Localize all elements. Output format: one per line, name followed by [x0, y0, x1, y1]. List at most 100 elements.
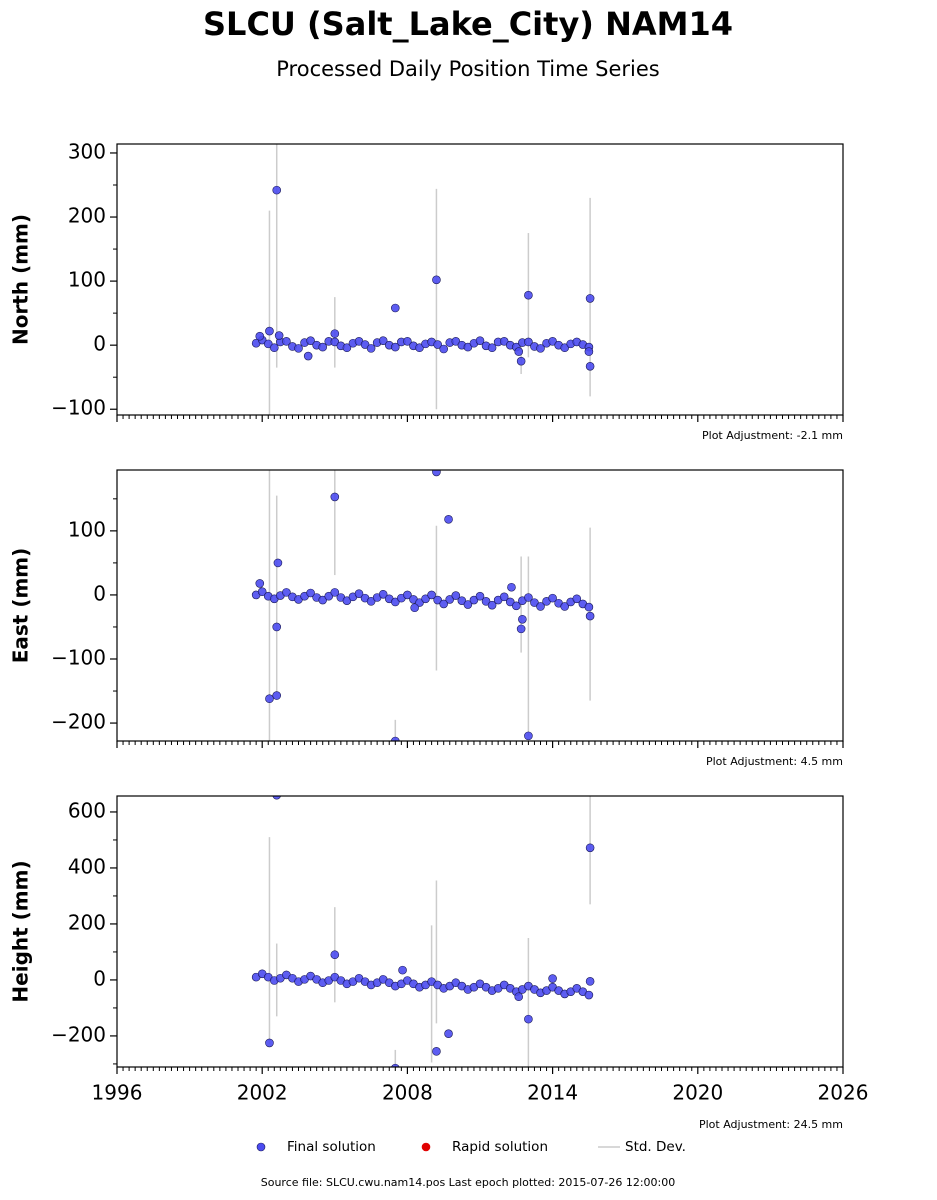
y-axis-label: North (mm): [9, 214, 33, 345]
point: [560, 602, 570, 611]
y-tick-label: 400: [68, 854, 106, 878]
point: [511, 601, 521, 611]
point: [272, 622, 282, 632]
point: [584, 347, 594, 356]
point: [463, 342, 473, 352]
y-tick-label: −100: [51, 396, 106, 420]
point: [433, 340, 442, 349]
y-axis-label: Height (mm): [9, 860, 33, 1002]
point: [439, 344, 449, 354]
point: [390, 597, 400, 607]
point: [514, 992, 524, 1002]
point: [255, 579, 265, 588]
y-tick-label: −100: [51, 645, 106, 669]
point: [432, 1047, 441, 1056]
point: [272, 185, 282, 195]
legend-marker: [421, 1142, 431, 1152]
point: [444, 515, 453, 524]
point: [391, 736, 400, 741]
point: [524, 593, 533, 602]
point: [560, 343, 570, 353]
point: [451, 337, 461, 346]
point: [306, 336, 315, 345]
point: [265, 1038, 274, 1048]
point: [378, 589, 388, 599]
point: [524, 1014, 533, 1024]
point: [516, 624, 526, 634]
point: [324, 591, 334, 601]
point: [536, 344, 545, 353]
point: [451, 591, 461, 600]
x-tick-label: 1996: [92, 1081, 143, 1105]
y-tick-label: −200: [51, 1022, 106, 1046]
point: [330, 337, 340, 347]
point: [366, 597, 376, 606]
point: [457, 596, 467, 605]
subtitle: Processed Daily Position Time Series: [276, 57, 660, 81]
point: [487, 343, 497, 353]
point: [318, 342, 328, 352]
legend-marker: [256, 1142, 266, 1152]
point: [415, 343, 424, 353]
point: [584, 990, 594, 1000]
x-tick-label: 2008: [382, 1081, 433, 1105]
plot: [251, 470, 595, 741]
panel: −200 −100 0 100 East (mm) Plot Adjustment: 4.…: [9, 469, 844, 768]
point: [272, 796, 281, 800]
point: [366, 344, 376, 353]
point: [445, 595, 455, 604]
panel: −200 0 200 400 600 1996 2002 2008 2014 2020 2026 He…: [9, 795, 869, 1131]
point: [572, 594, 582, 604]
plot: [251, 796, 595, 1067]
point: [548, 593, 557, 603]
y-tick-label: 200: [68, 910, 106, 934]
panel: −100 0 100 200 300 North (mm) Plot Adjustment:…: [9, 139, 844, 442]
y-tick-label: 600: [68, 798, 106, 822]
point: [282, 337, 291, 346]
point: [273, 558, 283, 568]
point: [263, 339, 273, 349]
point: [257, 587, 267, 597]
point: [306, 588, 315, 598]
y-tick-label: 0: [93, 966, 106, 990]
legend-label: Final solution: [287, 1139, 376, 1155]
point: [463, 600, 473, 609]
x-tick-label: 2020: [672, 1081, 723, 1105]
point: [294, 344, 303, 353]
point: [481, 597, 491, 606]
point: [265, 694, 274, 704]
point: [378, 336, 388, 345]
y-tick-label: −200: [51, 710, 106, 734]
point: [427, 590, 436, 600]
point: [499, 592, 509, 602]
point: [342, 343, 352, 353]
y-tick-label: 0: [93, 581, 106, 605]
title: SLCU (Salt_Lake_City) NAM14: [203, 5, 733, 43]
plot-area: [117, 470, 843, 741]
point: [475, 591, 485, 601]
point: [439, 599, 449, 609]
point: [255, 331, 265, 341]
point: [585, 611, 595, 621]
point: [354, 589, 364, 598]
x-tick-label: 2026: [818, 1081, 869, 1105]
point: [499, 337, 509, 346]
point: [432, 470, 441, 477]
plot-area: [117, 144, 843, 415]
point: [410, 603, 419, 613]
point: [548, 337, 557, 346]
point: [432, 275, 441, 285]
point: [360, 340, 370, 349]
point: [518, 614, 527, 624]
plot-area: [117, 796, 843, 1067]
plot: [251, 144, 595, 415]
legend-label: Std. Dev.: [625, 1139, 686, 1155]
plot-adjustment: Plot Adjustment: 24.5 mm: [699, 1118, 843, 1131]
point: [330, 950, 340, 960]
point: [433, 595, 442, 605]
y-tick-label: 0: [93, 332, 106, 356]
point: [398, 965, 407, 975]
point: [318, 595, 328, 605]
point: [585, 294, 595, 303]
